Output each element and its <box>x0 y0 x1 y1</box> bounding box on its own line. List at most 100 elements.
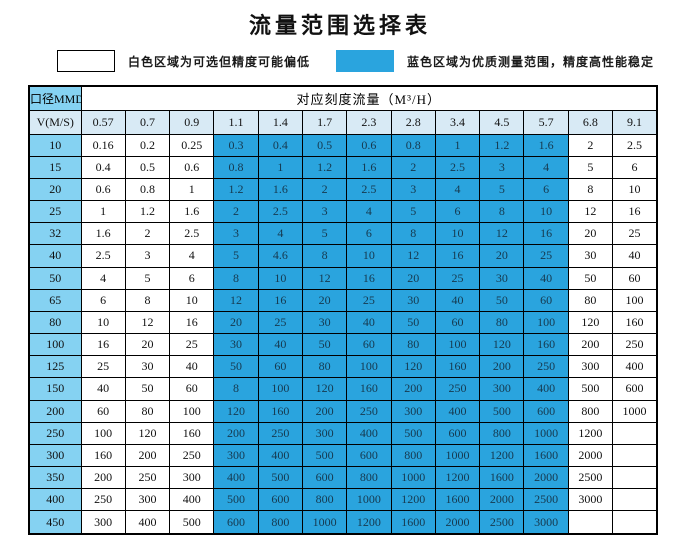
flow-cell-dn80-v1.1: 20 <box>213 310 259 335</box>
flow-cell-dn300-v4.5: 1200 <box>479 443 525 468</box>
flow-cell-dn25-v6.8: 12 <box>567 200 614 224</box>
flow-cell-dn25-v9.1: 16 <box>612 200 658 224</box>
flow-cell-dn200-v4.5: 500 <box>479 399 525 423</box>
flow-cell-dn100-v1.4: 40 <box>257 333 303 357</box>
flow-cell-dn20-v3.4: 4 <box>434 177 481 202</box>
flow-cell-dn400-v1.4: 600 <box>257 488 303 512</box>
flow-cell-dn450-v6.8 <box>567 510 614 535</box>
flow-cell-dn350-v9.1 <box>612 466 658 490</box>
flow-cell-dn25-v0.57: 1 <box>80 200 126 224</box>
flow-cell-dn200-v1.7: 200 <box>301 399 348 423</box>
flow-cell-dn350-v1.1: 400 <box>213 466 259 490</box>
dn-cell-20: 20 <box>28 177 82 202</box>
flow-cell-dn50-v4.5: 30 <box>479 266 525 290</box>
flow-cell-dn300-v0.9: 250 <box>169 443 215 468</box>
table-row-dn-100: 100 16 20 25 30 40 50 60 80 100 120 160 200 250 <box>28 333 658 357</box>
flow-cell-dn32-v5.7: 16 <box>523 222 569 246</box>
flow-cell-dn450-v0.7: 400 <box>124 510 171 535</box>
dn-cell-80: 80 <box>28 310 82 335</box>
velocity-header-row: V(M/S) 0.57 0.7 0.9 1.1 1.4 1.7 2.3 2.8 3.4 4.5 5.… <box>28 109 658 135</box>
flow-cell-dn32-v3.4: 10 <box>434 222 481 246</box>
flow-cell-dn200-v6.8: 800 <box>567 399 614 423</box>
flow-cell-dn80-v4.5: 80 <box>479 310 525 335</box>
flow-cell-dn250-v1.4: 250 <box>257 421 303 445</box>
flow-cell-dn25-v3.4: 6 <box>434 200 481 224</box>
flow-cell-dn20-v0.57: 0.6 <box>80 177 126 202</box>
flow-cell-dn32-v0.7: 2 <box>124 222 171 246</box>
flow-cell-dn200-v2.3: 250 <box>346 399 392 423</box>
table-row-dn-150: 150 40 50 60 8 100 120 160 200 250 300 400 500 600 <box>28 377 658 401</box>
header-row-flow: 口径MMDN 对应刻度流量（M³/H） <box>28 85 658 111</box>
flow-cell-dn350-v1.7: 600 <box>301 466 348 490</box>
flow-cell-dn250-v5.7: 1000 <box>523 421 569 445</box>
flow-cell-dn65-v1.4: 16 <box>257 288 303 312</box>
flow-cell-dn100-v1.1: 30 <box>213 333 259 357</box>
flow-cell-dn250-v2.8: 500 <box>390 421 436 445</box>
flow-cell-dn350-v0.7: 250 <box>124 466 171 490</box>
flow-cell-dn400-v3.4: 1600 <box>434 488 481 512</box>
flow-cell-dn25-v2.3: 4 <box>346 200 392 224</box>
table-row-dn-50: 50 4 5 6 8 10 12 16 20 25 30 40 50 60 <box>28 266 658 290</box>
flow-cell-dn250-v4.5: 800 <box>479 421 525 445</box>
dn-cell-450: 450 <box>28 510 82 535</box>
flow-cell-dn20-v5.7: 6 <box>523 177 569 202</box>
flow-cell-dn350-v6.8: 2500 <box>567 466 614 490</box>
flow-cell-dn25-v0.7: 1.2 <box>124 200 171 224</box>
flow-cell-dn300-v6.8: 2000 <box>567 443 614 468</box>
flow-cell-dn20-v4.5: 5 <box>479 177 525 202</box>
flow-cell-dn200-v3.4: 400 <box>434 399 481 423</box>
flow-cell-dn100-v2.3: 60 <box>346 333 392 357</box>
flow-cell-dn150-v1.7: 120 <box>301 377 348 401</box>
flow-cell-dn150-v2.8: 200 <box>390 377 436 401</box>
flow-cell-dn80-v9.1: 160 <box>612 310 658 335</box>
flow-cell-dn450-v1.7: 1000 <box>301 510 348 535</box>
flow-cell-dn40-v4.5: 20 <box>479 244 525 268</box>
flow-cell-dn10-v0.7: 0.2 <box>124 133 171 157</box>
flow-cell-dn50-v1.7: 12 <box>301 266 348 290</box>
table-row-dn-20: 20 0.6 0.8 1 1.2 1.6 2 2.5 3 4 5 6 8 10 <box>28 177 658 202</box>
flow-cell-dn250-v0.9: 160 <box>169 421 215 445</box>
flow-cell-dn125-v0.7: 30 <box>124 355 171 379</box>
flow-cell-dn200-v1.4: 160 <box>257 399 303 423</box>
flow-cell-dn32-v4.5: 12 <box>479 222 525 246</box>
velocity-col-2.3: 2.3 <box>346 109 392 135</box>
dn-cell-300: 300 <box>28 443 82 468</box>
flow-cell-dn15-v6.8: 5 <box>567 155 614 179</box>
flow-cell-dn450-v4.5: 2500 <box>479 510 525 535</box>
flow-cell-dn350-v5.7: 2000 <box>523 466 569 490</box>
flow-cell-dn300-v1.1: 300 <box>213 443 259 468</box>
flow-cell-dn350-v3.4: 1200 <box>434 466 481 490</box>
table-head: 口径MMDN 对应刻度流量（M³/H） V(M/S) 0.570.70.91.1… <box>28 85 658 135</box>
velocity-col-0.57: 0.57 <box>80 109 126 135</box>
flow-cell-dn65-v1.7: 20 <box>301 288 348 312</box>
flow-cell-dn300-v2.8: 800 <box>390 443 436 468</box>
dn-cell-100: 100 <box>28 333 82 357</box>
flow-cell-dn400-v2.8: 1200 <box>390 488 436 512</box>
flow-cell-dn125-v5.7: 250 <box>523 355 569 379</box>
velocity-col-1.4: 1.4 <box>257 109 303 135</box>
flow-cell-dn32-v0.57: 1.6 <box>80 222 126 246</box>
flow-cell-dn200-v0.7: 80 <box>124 399 171 423</box>
diameter-header-cell: 口径MMDN <box>28 85 82 111</box>
flow-cell-dn32-v1.1: 3 <box>213 222 259 246</box>
flow-cell-dn10-v2.3: 0.6 <box>346 133 392 157</box>
flow-cell-dn150-v6.8: 500 <box>567 377 614 401</box>
flow-cell-dn15-v1.4: 1 <box>257 155 303 179</box>
flow-header-cell: 对应刻度流量（M³/H） <box>80 85 658 111</box>
flow-cell-dn65-v1.1: 12 <box>213 288 259 312</box>
flow-cell-dn10-v4.5: 1.2 <box>479 133 525 157</box>
flow-cell-dn450-v2.3: 1200 <box>346 510 392 535</box>
flow-cell-dn450-v3.4: 2000 <box>434 510 481 535</box>
flow-cell-dn150-v0.9: 60 <box>169 377 215 401</box>
flow-cell-dn250-v3.4: 600 <box>434 421 481 445</box>
flow-cell-dn100-v9.1: 250 <box>612 333 658 357</box>
flow-cell-dn50-v1.4: 10 <box>257 266 303 290</box>
flow-cell-dn40-v1.1: 5 <box>213 244 259 268</box>
velocity-col-2.8: 2.8 <box>390 109 436 135</box>
flow-cell-dn80-v6.8: 120 <box>567 310 614 335</box>
dn-cell-350: 350 <box>28 466 82 490</box>
flow-cell-dn50-v1.1: 8 <box>213 266 259 290</box>
flow-cell-dn150-v3.4: 250 <box>434 377 481 401</box>
table-row-dn-200: 200 60 80 100 120 160 200 250 300 400 500 600 800 100… <box>28 399 658 423</box>
flow-cell-dn25-v1.4: 2.5 <box>257 200 303 224</box>
